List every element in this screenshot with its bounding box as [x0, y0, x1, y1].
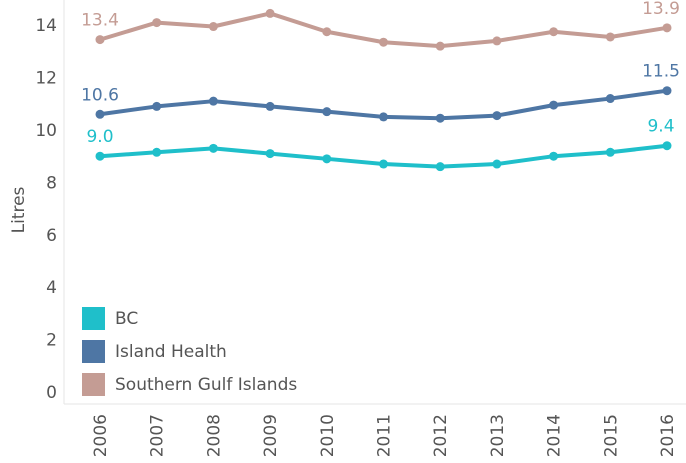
- y-tick-label: 2: [46, 331, 57, 351]
- y-tick-label: 8: [46, 173, 57, 193]
- data-point-island-health: [322, 107, 332, 117]
- data-point-island-health: [379, 112, 388, 122]
- data-point-southern-gulf-islands: [435, 41, 445, 51]
- x-tick-label: 2011: [375, 414, 395, 457]
- data-point-southern-gulf-islands: [322, 27, 332, 37]
- data-label-bc-first: 9.0: [86, 127, 113, 147]
- data-point-island-health: [95, 109, 105, 119]
- legend-label-island-health: Island Health: [115, 341, 227, 362]
- data-point-island-health: [208, 96, 218, 106]
- x-tick-label: 2009: [261, 414, 281, 457]
- data-point-southern-gulf-islands: [95, 35, 105, 45]
- data-point-bc: [265, 149, 275, 159]
- data-point-bc: [492, 159, 502, 169]
- data-point-southern-gulf-islands: [208, 22, 218, 32]
- data-label-bc-last: 9.4: [647, 117, 674, 137]
- data-point-island-health: [435, 113, 445, 123]
- legend-swatch-island-health: [82, 340, 105, 363]
- data-point-southern-gulf-islands: [379, 37, 388, 47]
- legend: BC Island Health Southern Gulf Islands: [82, 302, 297, 401]
- legend-item-island-health: Island Health: [82, 335, 297, 368]
- data-point-island-health: [605, 94, 615, 104]
- x-tick-label: 2006: [91, 414, 111, 457]
- data-point-bc: [208, 143, 218, 153]
- y-tick-label: 0: [46, 383, 57, 403]
- x-tick-label: 2008: [204, 414, 224, 457]
- data-point-bc: [435, 162, 445, 172]
- y-tick-label: 10: [35, 121, 57, 141]
- legend-item-southern-gulf-islands: Southern Gulf Islands: [82, 368, 297, 401]
- x-tick-label: 2015: [601, 414, 621, 457]
- x-tick-label: 2014: [545, 414, 565, 457]
- data-point-bc: [152, 147, 162, 157]
- y-tick-labels: 0 2 4 6 8 10 12 14: [35, 16, 57, 403]
- series-group: 9.0 9.4 10.6 11.5 13.4 13.9: [81, 0, 680, 172]
- data-point-southern-gulf-islands: [152, 18, 162, 28]
- data-label-southern-gulf-islands-last: 13.9: [642, 0, 680, 19]
- data-point-southern-gulf-islands: [662, 23, 672, 33]
- data-point-southern-gulf-islands: [492, 36, 502, 46]
- data-point-island-health: [265, 101, 275, 111]
- data-point-island-health: [662, 86, 672, 96]
- data-point-southern-gulf-islands: [549, 27, 559, 37]
- data-point-island-health: [152, 101, 162, 111]
- data-point-southern-gulf-islands: [605, 32, 615, 42]
- y-tick-label: 12: [35, 69, 57, 89]
- legend-swatch-bc: [82, 307, 105, 330]
- data-point-bc: [549, 151, 559, 161]
- data-point-bc: [379, 159, 388, 169]
- x-tick-label: 2010: [318, 414, 338, 457]
- data-label-island-health-last: 11.5: [642, 62, 680, 82]
- x-tick-label: 2007: [148, 414, 168, 457]
- data-point-bc: [662, 141, 672, 151]
- data-point-bc: [95, 151, 105, 161]
- y-tick-label: 6: [46, 226, 57, 246]
- data-point-island-health: [549, 100, 559, 110]
- x-tick-labels: 2006 2007 2008 2009 2010 2011 2012 2013 2014 2015…: [91, 414, 678, 457]
- x-tick-label: 2012: [431, 414, 451, 457]
- data-label-southern-gulf-islands-first: 13.4: [81, 11, 119, 31]
- legend-item-bc: BC: [82, 302, 297, 335]
- y-axis-label: Litres: [9, 186, 29, 233]
- legend-swatch-southern-gulf-islands: [82, 373, 105, 396]
- x-tick-label: 2016: [658, 414, 678, 457]
- legend-label-southern-gulf-islands: Southern Gulf Islands: [115, 374, 298, 395]
- y-tick-label: 14: [35, 16, 57, 36]
- data-label-island-health-first: 10.6: [81, 85, 119, 105]
- data-point-southern-gulf-islands: [265, 8, 275, 18]
- y-tick-label: 4: [46, 278, 57, 298]
- data-point-island-health: [492, 111, 502, 121]
- data-point-bc: [322, 154, 332, 164]
- legend-label-bc: BC: [115, 308, 139, 329]
- data-point-bc: [605, 147, 615, 157]
- x-tick-label: 2013: [488, 414, 508, 457]
